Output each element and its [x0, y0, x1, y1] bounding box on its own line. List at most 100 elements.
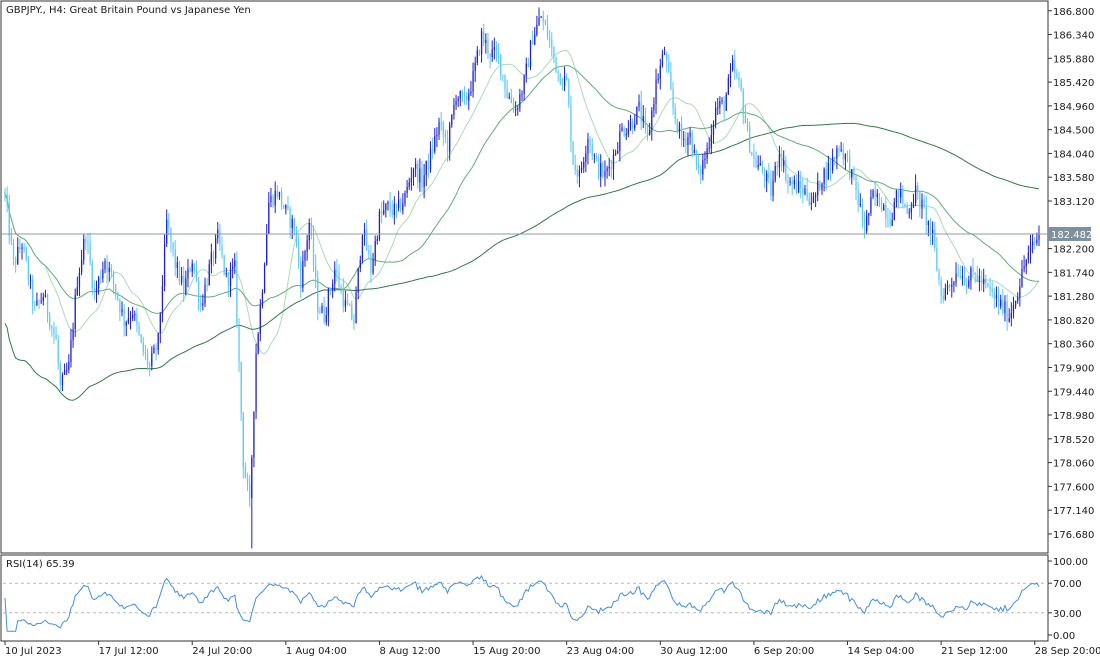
candle-body — [1006, 301, 1008, 322]
candle — [1034, 236, 1036, 250]
candle-body — [114, 284, 117, 293]
candle — [434, 128, 436, 154]
candle-body — [168, 219, 170, 228]
candle-body — [310, 223, 313, 236]
candle-body — [78, 272, 81, 288]
candle-body — [621, 127, 623, 132]
candle-body — [955, 273, 957, 283]
candle-body — [123, 309, 125, 327]
candle-body — [200, 302, 202, 306]
candle — [683, 130, 685, 148]
candle-body — [138, 324, 140, 335]
candle — [566, 73, 568, 81]
candle-body — [495, 47, 498, 52]
candle — [144, 344, 147, 361]
candle-body — [432, 148, 434, 152]
candle-body — [721, 100, 723, 102]
candle — [587, 132, 589, 165]
candle-body — [1031, 241, 1034, 246]
candle — [414, 158, 417, 178]
candle — [721, 97, 723, 105]
candle-body — [451, 114, 453, 125]
candle-body — [776, 165, 778, 168]
candle — [268, 191, 270, 235]
candle — [357, 268, 359, 300]
candle-body — [57, 339, 59, 364]
candle — [491, 40, 493, 62]
candle-body — [770, 178, 772, 196]
candle — [1017, 292, 1019, 304]
candle-body — [642, 115, 644, 122]
candle — [827, 155, 830, 180]
candle — [140, 334, 142, 344]
candle — [295, 225, 298, 248]
candle-body — [685, 139, 687, 146]
candle-body — [878, 193, 881, 207]
candle — [527, 57, 530, 68]
candle-body — [474, 62, 476, 71]
candle-body — [604, 171, 606, 177]
candle-body — [855, 175, 857, 190]
candle-body — [395, 203, 398, 208]
candle-body — [802, 187, 804, 195]
candle — [302, 250, 304, 293]
candle — [914, 174, 917, 207]
candle — [706, 142, 708, 164]
candle — [487, 32, 489, 59]
candle-body — [142, 341, 144, 353]
candle-body — [121, 309, 123, 313]
candle — [468, 88, 470, 111]
candle — [840, 141, 842, 153]
candle — [255, 343, 257, 420]
candle — [963, 266, 966, 286]
time-axis-label: 28 Sep 20:00 — [1035, 646, 1100, 657]
candle — [19, 238, 21, 254]
candle-body — [870, 197, 872, 214]
candle — [555, 56, 557, 74]
candle-body — [514, 108, 517, 111]
candle — [725, 92, 727, 111]
candle-body — [976, 274, 978, 282]
candle — [866, 209, 868, 234]
candle — [972, 258, 974, 277]
candle — [595, 153, 598, 162]
candle-body — [791, 181, 793, 185]
candle — [889, 209, 891, 228]
candle-body — [949, 284, 951, 287]
current-price-tag — [1048, 226, 1091, 241]
time-axis-label: 23 Aug 04:00 — [567, 646, 634, 657]
candle-body — [646, 124, 649, 135]
candle-body — [195, 270, 198, 280]
candle-body — [714, 107, 717, 125]
candle-body — [846, 154, 849, 156]
candle — [280, 187, 283, 211]
time-axis-label: 15 Aug 20:00 — [473, 646, 540, 657]
candle-body — [144, 352, 147, 354]
candle-body — [366, 229, 368, 251]
candle-body — [274, 190, 276, 206]
candle-body — [970, 267, 972, 281]
candle-body — [821, 183, 823, 191]
candle-body — [36, 300, 38, 305]
candle-body — [214, 238, 217, 259]
candle — [497, 43, 500, 65]
candle-body — [668, 61, 670, 73]
candle — [574, 154, 576, 175]
candle — [985, 274, 987, 289]
candle-body — [834, 157, 836, 159]
price-axis-label: 183.580 — [1053, 173, 1094, 184]
candle — [776, 160, 778, 176]
candle-body — [87, 241, 89, 243]
candle — [1021, 259, 1023, 288]
candle-body — [338, 272, 340, 288]
candle — [136, 307, 138, 333]
candle-body — [536, 24, 538, 35]
candle — [227, 272, 230, 298]
candle-body — [744, 114, 747, 124]
candle — [976, 265, 978, 283]
candle — [780, 147, 783, 172]
candle — [249, 474, 251, 508]
candle — [1000, 294, 1002, 310]
